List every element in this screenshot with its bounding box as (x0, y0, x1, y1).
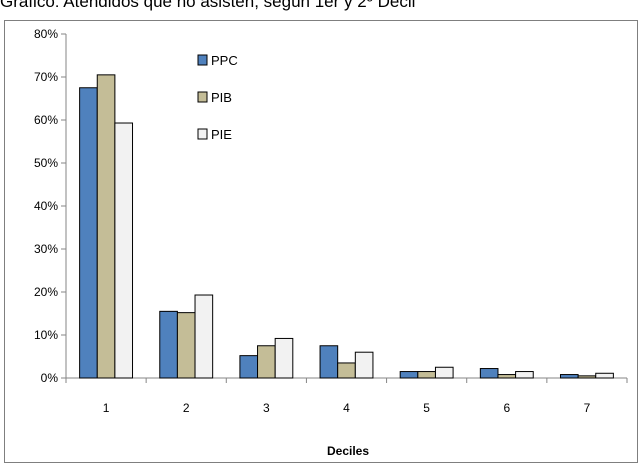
x-tick-label: 4 (343, 401, 350, 415)
bar-pie-5 (434, 366, 454, 379)
bar-pie-7 (595, 372, 614, 379)
y-tick-label: 20% (34, 285, 58, 299)
bar-pie-6 (515, 371, 534, 379)
x-tick-label: 2 (183, 401, 190, 415)
bar-pie-2 (194, 294, 214, 379)
y-tick-label: 60% (34, 113, 58, 127)
x-axis: 1 2 3 4 5 6 7 (65, 377, 628, 415)
bar-pib-5 (417, 371, 436, 379)
bar-ppc-7 (559, 374, 579, 379)
legend-swatch-ppc (197, 54, 208, 66)
y-tick-label: 0% (41, 371, 59, 385)
bar-ppc-4 (319, 345, 339, 379)
bar-pie-4 (354, 351, 374, 379)
x-tick-label: 3 (263, 401, 270, 415)
y-axis: 0% 10% 20% 30% 40% 50% 60% 70% 80% (34, 27, 67, 385)
bar-pie-3 (274, 337, 294, 379)
legend-label-ppc: PPC (211, 53, 238, 68)
bar-ppc-2 (159, 310, 178, 379)
bar-ppc-6 (479, 368, 499, 379)
x-tick-label: 1 (103, 401, 110, 415)
bar-pib-2 (176, 312, 196, 379)
y-tick-label: 30% (34, 242, 58, 256)
y-tick-label: 50% (34, 156, 58, 170)
x-axis-title: Deciles (327, 444, 369, 458)
legend-label-pib: PIB (211, 90, 232, 105)
legend-swatch-pie (197, 128, 208, 140)
bar-pib-1 (96, 74, 116, 379)
bar-ppc-3 (239, 355, 259, 379)
bar-pib-4 (337, 362, 356, 379)
bar-pib-3 (257, 345, 276, 379)
bar-ppc-1 (79, 87, 98, 379)
legend-label-pie: PIE (211, 127, 232, 142)
bar-ppc-5 (399, 371, 419, 379)
y-tick-label: 70% (34, 70, 58, 84)
bar-pie-1 (114, 122, 134, 379)
bar-pib-6 (497, 374, 517, 379)
x-tick-label: 6 (503, 401, 510, 415)
y-tick-label: 80% (34, 27, 58, 41)
y-tick-label: 40% (34, 199, 58, 213)
y-tick-label: 10% (34, 328, 58, 342)
bar-pib-7 (577, 375, 597, 379)
chart-title: Gráfico: Atendidos que no asisten, según… (0, 0, 416, 11)
legend: PPC PIB PIE (197, 53, 238, 142)
x-tick-label: 5 (423, 401, 430, 415)
legend-swatch-pib (197, 91, 208, 103)
bars (79, 74, 614, 379)
x-tick-label: 7 (584, 401, 591, 415)
